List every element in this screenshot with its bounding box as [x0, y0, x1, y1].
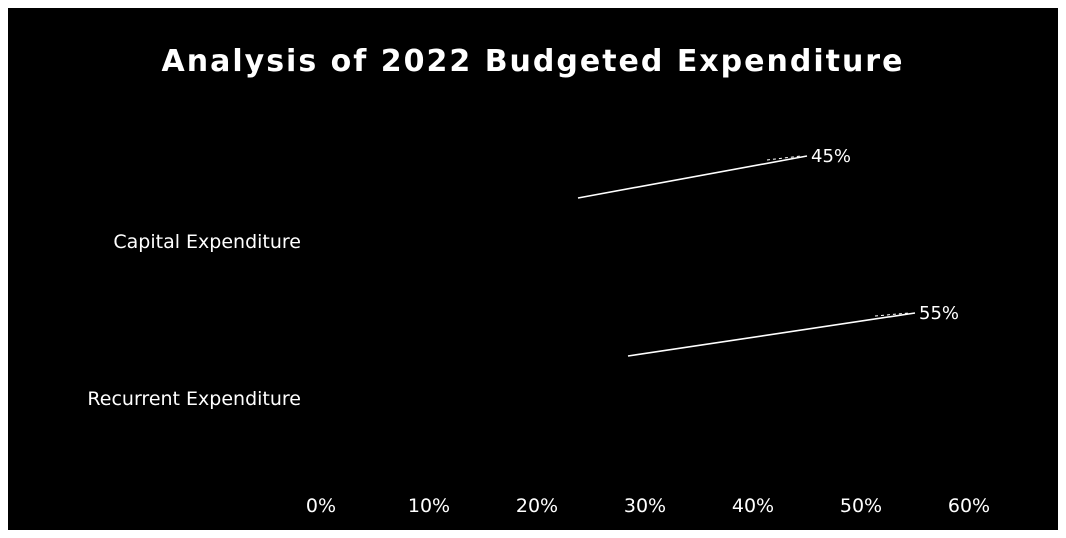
- x-tick-label: 60%: [948, 495, 990, 517]
- chart-panel: Analysis of 2022 Budgeted Expenditure Ca…: [8, 8, 1058, 530]
- data-labels: 45% 55%: [811, 146, 959, 324]
- x-tick-label: 40%: [732, 495, 774, 517]
- x-tick-label: 10%: [408, 495, 450, 517]
- x-tick-label: 20%: [516, 495, 558, 517]
- chart-title: Analysis of 2022 Budgeted Expenditure: [161, 44, 905, 79]
- leader-lines: [577, 155, 916, 357]
- category-label: Capital Expenditure: [113, 231, 301, 253]
- leader-line: [577, 155, 808, 199]
- x-tick-labels: 0% 10% 20% 30% 40% 50% 60%: [306, 495, 990, 517]
- x-tick-label: 30%: [624, 495, 666, 517]
- category-label: Recurrent Expenditure: [87, 388, 301, 410]
- category-labels: Capital Expenditure Recurrent Expenditure: [87, 231, 301, 410]
- bar-chart: Capital Expenditure Recurrent Expenditure…: [87, 146, 990, 517]
- leader-line: [627, 312, 916, 357]
- x-tick-label: 0%: [306, 495, 336, 517]
- x-tick-label: 50%: [840, 495, 882, 517]
- data-label: 45%: [811, 146, 851, 167]
- data-label: 55%: [919, 303, 959, 324]
